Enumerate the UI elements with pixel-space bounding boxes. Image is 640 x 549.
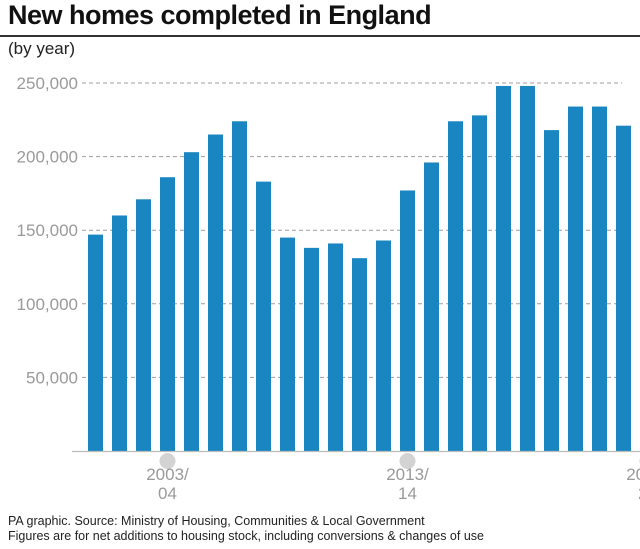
x-tick-label: 24 [638, 484, 640, 503]
y-tick-label: 150,000 [17, 221, 78, 240]
bar [352, 258, 367, 451]
x-tick-label: 2013/ [386, 465, 429, 484]
y-axis-labels: 50,000 100,000 150,000 200,000 250,000 [17, 74, 78, 387]
x-tick-label: 14 [398, 484, 417, 503]
y-tick-label: 50,000 [26, 368, 78, 387]
bar [280, 237, 295, 451]
bar [448, 121, 463, 451]
bar [424, 162, 439, 451]
source-line: PA graphic. Source: Ministry of Housing,… [8, 514, 425, 528]
bar [112, 215, 127, 451]
chart-title: New homes completed in England [8, 0, 432, 30]
bar [568, 106, 583, 451]
y-tick-label: 100,000 [17, 295, 78, 314]
bar [160, 177, 175, 451]
bar [520, 85, 535, 451]
bar [592, 106, 607, 451]
bar [616, 125, 631, 452]
bar [208, 134, 223, 451]
x-tick-label: 2023/ [626, 465, 640, 484]
bar [544, 130, 559, 451]
source-note: PA graphic. Source: Ministry of Housing,… [8, 514, 484, 544]
bar [400, 190, 415, 451]
x-axis-labels: 2003/04 2013/14 2023/24 [146, 453, 640, 503]
y-tick-label: 200,000 [17, 148, 78, 167]
bar [88, 234, 103, 451]
bar [136, 199, 151, 451]
bar [304, 247, 319, 451]
x-tick-label: 2003/ [146, 465, 189, 484]
bar [256, 181, 271, 451]
bar [184, 152, 199, 451]
bar [232, 121, 247, 451]
bar [472, 115, 487, 451]
title-divider [0, 35, 640, 37]
bar [376, 240, 391, 451]
chart-subtitle: (by year) [8, 39, 76, 58]
bar [328, 243, 343, 451]
bar [496, 85, 511, 451]
bars [88, 85, 631, 452]
x-tick-marker [399, 453, 416, 469]
x-tick-marker [159, 453, 176, 469]
y-tick-label: 250,000 [17, 74, 78, 93]
x-tick-label: 04 [158, 484, 177, 503]
footnote-line: Figures are for net additions to housing… [8, 529, 484, 543]
